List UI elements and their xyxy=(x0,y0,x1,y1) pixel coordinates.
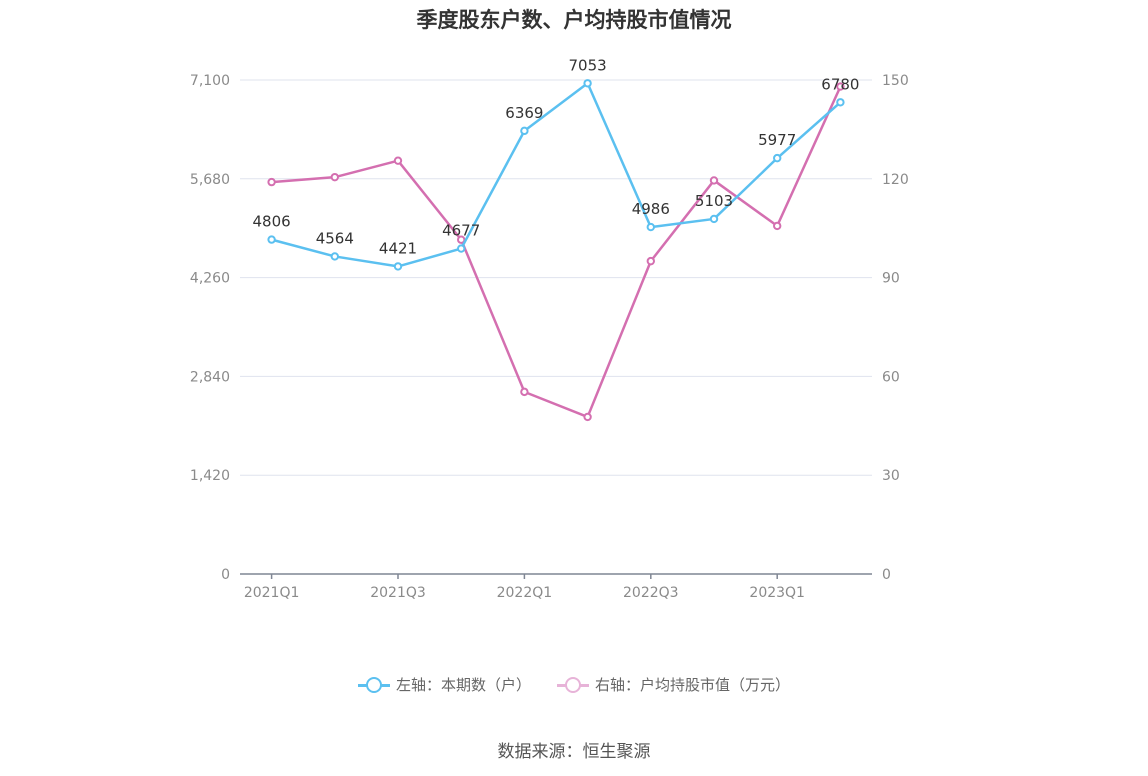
y-left-tick-label: 4,260 xyxy=(190,271,230,287)
households-point xyxy=(393,262,403,271)
y-right-tick-label: 60 xyxy=(882,369,900,385)
data-label: 4421 xyxy=(379,239,417,257)
y-left-tick-label: 0 xyxy=(221,567,230,583)
y-right-tick-label: 30 xyxy=(882,468,900,484)
y-left-tick-label: 1,420 xyxy=(190,468,230,484)
avg-value-point xyxy=(583,412,592,422)
households-point xyxy=(773,153,782,163)
households-point xyxy=(330,252,339,261)
households-point xyxy=(267,235,276,244)
avg-value-point xyxy=(773,221,782,231)
avg-value-point xyxy=(520,387,529,397)
x-tick-label: 2023Q1 xyxy=(749,585,805,601)
y-right-tick-label: 90 xyxy=(882,271,900,287)
chart-title: 季度股东户数、户均持股市值情况 xyxy=(416,8,732,32)
data-label: 4677 xyxy=(442,222,480,240)
avg-value-point xyxy=(836,82,845,91)
households-point xyxy=(457,244,466,253)
legend-left-label: 左轴：本期数（户） xyxy=(395,676,531,694)
legend-left-marker-icon xyxy=(357,675,390,695)
data-label: 6780 xyxy=(821,75,859,93)
series-line-households xyxy=(271,82,842,268)
line-chart: 0 0 1,420 30 2,840 60 4,260 90 5,680 120 7,100 150 2… xyxy=(190,56,909,601)
data-label: 7053 xyxy=(569,56,607,74)
data-label: 6369 xyxy=(505,104,543,122)
data-label: 5977 xyxy=(758,131,796,149)
households-point xyxy=(709,214,719,224)
x-tick-label: 2022Q1 xyxy=(497,585,553,601)
x-tick-label: 2021Q1 xyxy=(244,585,300,601)
x-tick-label: 2021Q3 xyxy=(370,585,426,601)
y-left-tick-label: 2,840 xyxy=(190,369,230,385)
households-point xyxy=(583,79,592,88)
legend-right-marker-icon xyxy=(557,675,589,695)
series-line-avg-holding-value xyxy=(271,86,842,419)
households-point xyxy=(646,222,655,232)
data-label: 5103 xyxy=(695,192,733,210)
avg-value-point xyxy=(646,256,655,266)
y-right-tick-label: 120 xyxy=(882,172,909,188)
avg-value-point xyxy=(330,172,339,182)
y-right-tick-label: 0 xyxy=(882,567,891,583)
households-point xyxy=(520,126,529,136)
avg-value-point xyxy=(393,156,403,165)
legend-item-left-axis[interactable]: 左轴：本期数（户） xyxy=(357,674,531,695)
data-label: 4986 xyxy=(632,200,670,218)
data-source-note: 数据来源：恒生聚源 xyxy=(497,742,651,762)
households-point xyxy=(836,98,845,107)
data-label: 4806 xyxy=(253,213,291,231)
legend-item-right-axis[interactable]: 右轴：户均持股市值（万元） xyxy=(557,674,790,695)
avg-value-point xyxy=(267,177,276,187)
data-label: 4564 xyxy=(316,229,354,247)
avg-value-point xyxy=(709,176,719,185)
y-right-tick-label: 150 xyxy=(882,73,909,89)
legend: 左轴：本期数（户） 右轴：户均持股市值（万元） xyxy=(0,674,1148,695)
avg-value-point xyxy=(457,235,466,244)
x-tick-label: 2022Q3 xyxy=(623,585,679,601)
legend-right-label: 右轴：户均持股市值（万元） xyxy=(595,676,791,694)
y-left-tick-label: 7,100 xyxy=(190,73,230,89)
y-left-tick-label: 5,680 xyxy=(190,172,230,188)
